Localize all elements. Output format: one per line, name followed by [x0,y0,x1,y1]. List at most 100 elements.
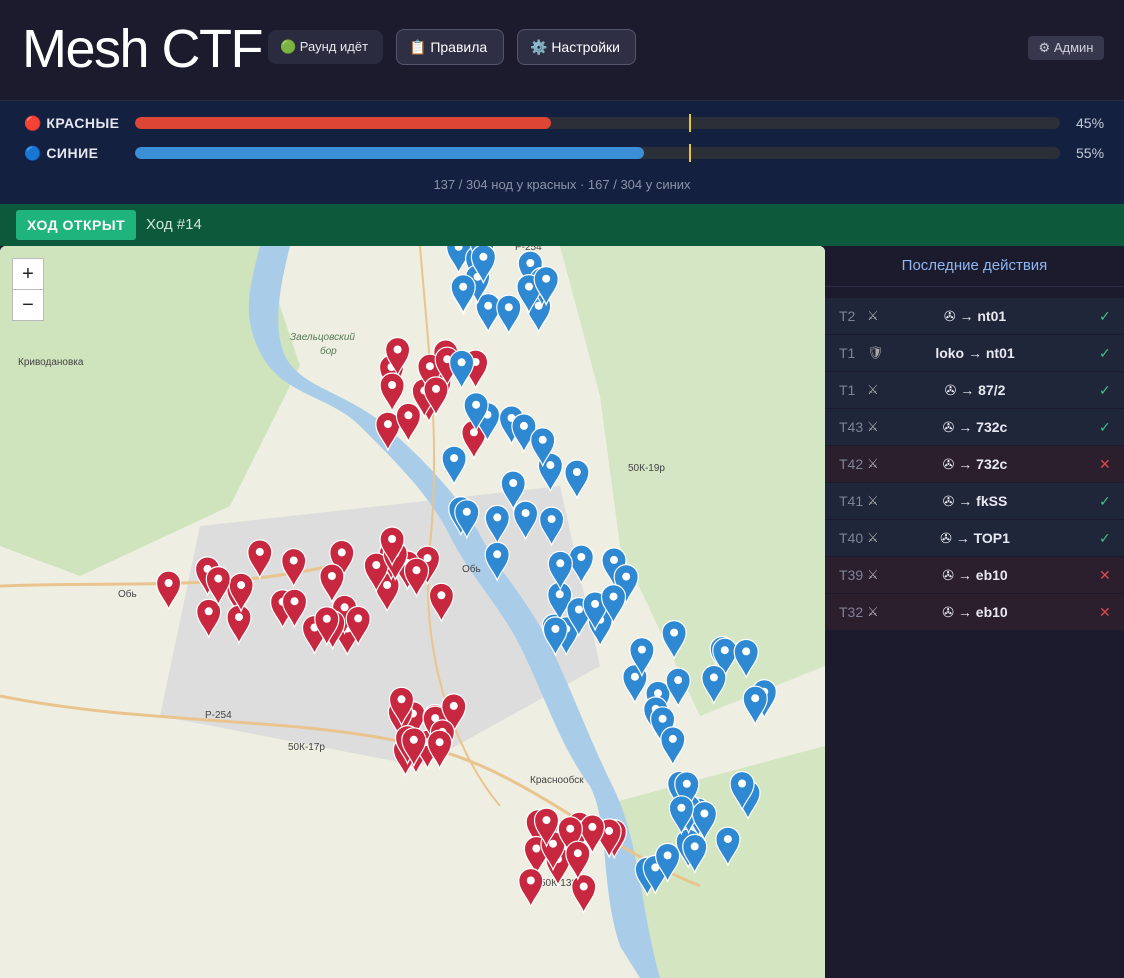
map-marker[interactable] [557,816,583,857]
map-marker[interactable] [512,500,539,541]
map-marker[interactable] [538,506,565,547]
action-result: ✓ [1099,382,1111,398]
map-marker[interactable] [379,526,405,567]
rules-button[interactable]: 📋 Правила [396,29,504,65]
map-marker[interactable] [475,293,501,334]
map-marker[interactable] [542,616,569,657]
map-marker[interactable] [564,459,590,500]
admin-button[interactable]: ⚙ Админ [1028,36,1104,60]
map-marker[interactable] [363,552,389,593]
map-marker[interactable] [600,584,627,625]
map-marker[interactable] [450,274,476,315]
map-marker[interactable] [484,504,510,546]
map-marker[interactable] [661,620,687,661]
map-marker[interactable] [654,842,681,884]
map-marker[interactable] [568,544,594,585]
map-marker[interactable] [517,250,543,291]
score-summary: 137 / 304 нод у красных · 167 / 304 у си… [433,177,691,192]
action-text: ✇ → eb10 [942,604,1008,620]
map-marker[interactable] [385,336,411,378]
progress-fill [135,117,552,129]
settings-button[interactable]: ⚙️ Настройки [517,29,636,65]
map-marker[interactable] [582,591,608,632]
map-marker[interactable] [682,833,708,875]
map-marker[interactable] [403,557,430,598]
map-marker[interactable] [156,570,182,611]
action-row: T40 ⚔ ✇ → TOP1 ✓ [825,520,1124,556]
map-marker[interactable] [533,266,559,307]
map-marker[interactable] [281,547,307,589]
map-marker[interactable] [463,392,489,433]
map-marker[interactable] [530,427,556,468]
map-marker[interactable] [668,795,695,836]
map-marker[interactable] [674,771,700,812]
map-marker[interactable] [441,445,467,486]
map-marker[interactable] [712,637,738,678]
map-label: Криводановка [18,357,84,368]
map-marker[interactable] [247,539,273,580]
action-text: ✇ → 732c [942,419,1008,435]
zoom-out[interactable]: − [12,289,44,321]
map-marker[interactable] [629,637,655,678]
score-panel: 137 / 304 нод у красных · 167 / 304 у си… [0,101,1124,204]
map-marker[interactable] [281,588,308,629]
map-marker[interactable] [518,867,544,909]
turn-bar: ХОД ОТКРЫТ Ход #14 [0,204,1124,246]
action-icon: ⚔ [867,493,879,508]
map-marker[interactable] [395,402,421,443]
map-marker[interactable] [375,411,401,452]
action-icon: ⚔ [867,382,879,397]
action-turn: T41 [839,493,864,509]
action-text: ✇ → fkSS [942,493,1008,509]
action-result: ✕ [1099,456,1111,472]
map-marker[interactable] [427,729,453,770]
actions-panel: Последние действия T2 ⚔ ✇ → nt01 ✓ T1 🛡 loko →… [825,246,1124,978]
zoom-in[interactable]: + [12,258,44,290]
map-marker[interactable] [428,582,454,623]
map-label: Заельцовский [290,332,355,343]
map-marker[interactable] [388,686,415,727]
map-marker[interactable] [660,726,686,767]
map-marker[interactable] [742,685,768,726]
map-marker[interactable] [228,572,254,613]
map-marker[interactable] [579,814,606,855]
action-result: ✓ [1099,530,1111,546]
map-marker[interactable] [484,541,510,582]
team-percent: 45% [1076,115,1105,131]
turn-label: Ход #14 [146,216,202,233]
map-marker[interactable] [733,638,759,680]
action-icon: ⚔ [867,604,879,619]
map-marker[interactable] [565,840,591,881]
map-marker[interactable] [496,294,522,335]
action-turn: T43 [839,419,864,435]
map-marker[interactable] [449,349,475,390]
map[interactable]: Криводановка Заельцовский бор Обь Обь Р-254 50… [0,246,825,978]
map-marker[interactable] [533,807,560,848]
map-marker[interactable] [547,550,573,591]
progress-track [135,117,1060,129]
map-marker[interactable] [196,598,222,639]
map-marker[interactable] [319,563,345,604]
map-label: 50К-17р [288,742,325,753]
map-marker[interactable] [345,605,371,647]
map-marker[interactable] [665,667,691,708]
map-marker[interactable] [441,693,467,734]
map-marker[interactable] [314,606,340,647]
action-icon: ⚔ [867,308,879,323]
map-marker[interactable] [423,376,449,417]
map-marker[interactable] [701,664,727,706]
map-marker[interactable] [571,873,597,915]
map-marker[interactable] [729,770,755,812]
map-marker[interactable] [329,539,355,581]
map-marker[interactable] [715,826,741,867]
map-marker[interactable] [205,566,231,607]
map-marker[interactable] [379,372,405,413]
map-marker[interactable] [470,246,496,285]
map-marker[interactable] [401,727,427,768]
action-result: ✓ [1099,308,1111,324]
map-label: Обь [118,588,137,600]
map-marker[interactable] [691,800,718,842]
action-turn: T1 [839,345,856,361]
map-marker[interactable] [454,499,480,540]
map-marker[interactable] [500,470,526,511]
